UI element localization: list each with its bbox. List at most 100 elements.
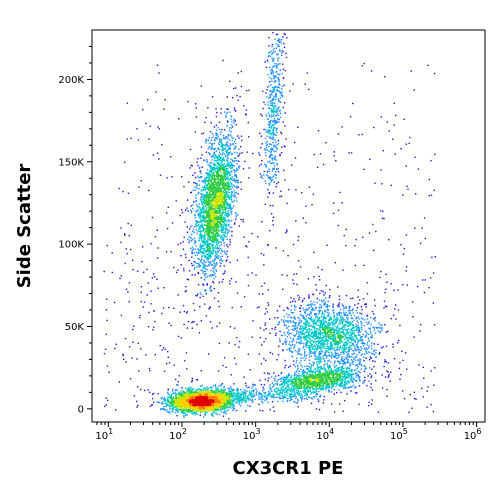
event-dot bbox=[158, 128, 161, 130]
event-dot bbox=[269, 96, 272, 99]
event-dot bbox=[240, 395, 242, 397]
event-dot bbox=[202, 225, 204, 227]
event-dot bbox=[296, 369, 299, 371]
event-dot bbox=[294, 325, 297, 327]
event-dot bbox=[258, 293, 260, 295]
event-dot bbox=[289, 365, 292, 367]
event-dot bbox=[319, 309, 322, 312]
event-dot bbox=[127, 192, 130, 194]
event-dot bbox=[156, 152, 159, 154]
event-dot bbox=[208, 238, 210, 240]
event-dot bbox=[241, 139, 243, 142]
event-dot bbox=[287, 374, 290, 377]
event-dot bbox=[307, 334, 310, 337]
event-dot bbox=[213, 287, 216, 290]
event-dot bbox=[233, 157, 236, 159]
event-dot bbox=[341, 357, 343, 359]
event-dot bbox=[286, 37, 288, 39]
event-dot bbox=[210, 147, 213, 149]
event-dot bbox=[239, 95, 241, 98]
event-dot bbox=[331, 347, 333, 349]
event-dot bbox=[230, 124, 233, 126]
event-dot bbox=[317, 130, 320, 132]
event-dot bbox=[288, 386, 290, 389]
event-dot bbox=[318, 352, 320, 355]
event-dot bbox=[357, 331, 359, 333]
event-dot bbox=[217, 255, 220, 257]
event-dot bbox=[331, 323, 333, 325]
event-dot bbox=[176, 415, 178, 417]
event-dot bbox=[225, 391, 228, 394]
event-dot bbox=[200, 320, 202, 322]
event-dot bbox=[216, 245, 218, 247]
event-dot bbox=[235, 87, 237, 89]
event-dot bbox=[269, 122, 271, 124]
event-dot bbox=[211, 143, 213, 145]
event-dot bbox=[193, 237, 196, 240]
event-dot bbox=[261, 285, 263, 287]
event-dot bbox=[318, 362, 321, 364]
event-dot bbox=[295, 392, 298, 394]
event-dot bbox=[286, 348, 288, 351]
event-dot bbox=[201, 133, 203, 135]
event-dot bbox=[314, 332, 316, 334]
event-dot bbox=[301, 300, 304, 303]
event-dot bbox=[268, 184, 271, 186]
event-dot bbox=[319, 338, 321, 340]
event-dot bbox=[227, 155, 229, 157]
event-dot bbox=[322, 319, 325, 322]
event-dot bbox=[327, 345, 329, 348]
event-dot bbox=[270, 148, 272, 150]
event-dot bbox=[306, 72, 308, 74]
event-dot bbox=[357, 346, 360, 348]
event-dot bbox=[232, 143, 234, 145]
event-dot bbox=[183, 310, 186, 313]
event-dot bbox=[320, 320, 322, 323]
event-dot bbox=[255, 392, 257, 394]
event-dot bbox=[281, 389, 284, 392]
event-dot bbox=[322, 336, 324, 339]
event-dot bbox=[294, 394, 296, 397]
event-dot bbox=[340, 384, 342, 386]
event-dot bbox=[176, 408, 178, 410]
event-dot bbox=[167, 356, 169, 358]
event-dot bbox=[250, 395, 252, 398]
event-dot bbox=[233, 165, 235, 167]
event-dot bbox=[329, 323, 331, 326]
event-dot bbox=[299, 338, 301, 340]
event-dot bbox=[237, 389, 239, 391]
event-dot bbox=[149, 369, 151, 372]
event-dot bbox=[236, 390, 238, 392]
event-dot bbox=[286, 229, 288, 231]
event-dot bbox=[338, 323, 340, 325]
event-dot bbox=[209, 257, 211, 259]
event-dot bbox=[322, 163, 325, 166]
event-dot bbox=[161, 144, 163, 146]
event-dot bbox=[290, 376, 292, 378]
event-dot bbox=[301, 333, 303, 336]
event-dot bbox=[199, 249, 201, 251]
event-dot bbox=[212, 270, 215, 272]
event-dot bbox=[197, 221, 199, 224]
event-dot bbox=[228, 152, 230, 154]
event-dot bbox=[275, 33, 278, 35]
event-dot bbox=[201, 255, 203, 257]
event-dot bbox=[294, 349, 297, 352]
event-dot bbox=[120, 227, 122, 229]
event-dot bbox=[402, 194, 404, 196]
event-dot bbox=[338, 361, 340, 363]
event-dot bbox=[292, 321, 295, 323]
event-dot bbox=[270, 376, 273, 378]
event-dot bbox=[229, 283, 231, 285]
event-dot bbox=[105, 333, 107, 336]
event-dot bbox=[233, 122, 235, 124]
event-dot bbox=[300, 326, 302, 328]
event-dot bbox=[192, 174, 194, 176]
event-dot bbox=[274, 99, 277, 101]
event-dot bbox=[229, 80, 231, 83]
event-dot bbox=[201, 154, 203, 156]
event-dot bbox=[269, 69, 272, 72]
event-dot bbox=[319, 327, 321, 329]
event-dot bbox=[299, 335, 301, 337]
event-dot bbox=[223, 158, 225, 161]
